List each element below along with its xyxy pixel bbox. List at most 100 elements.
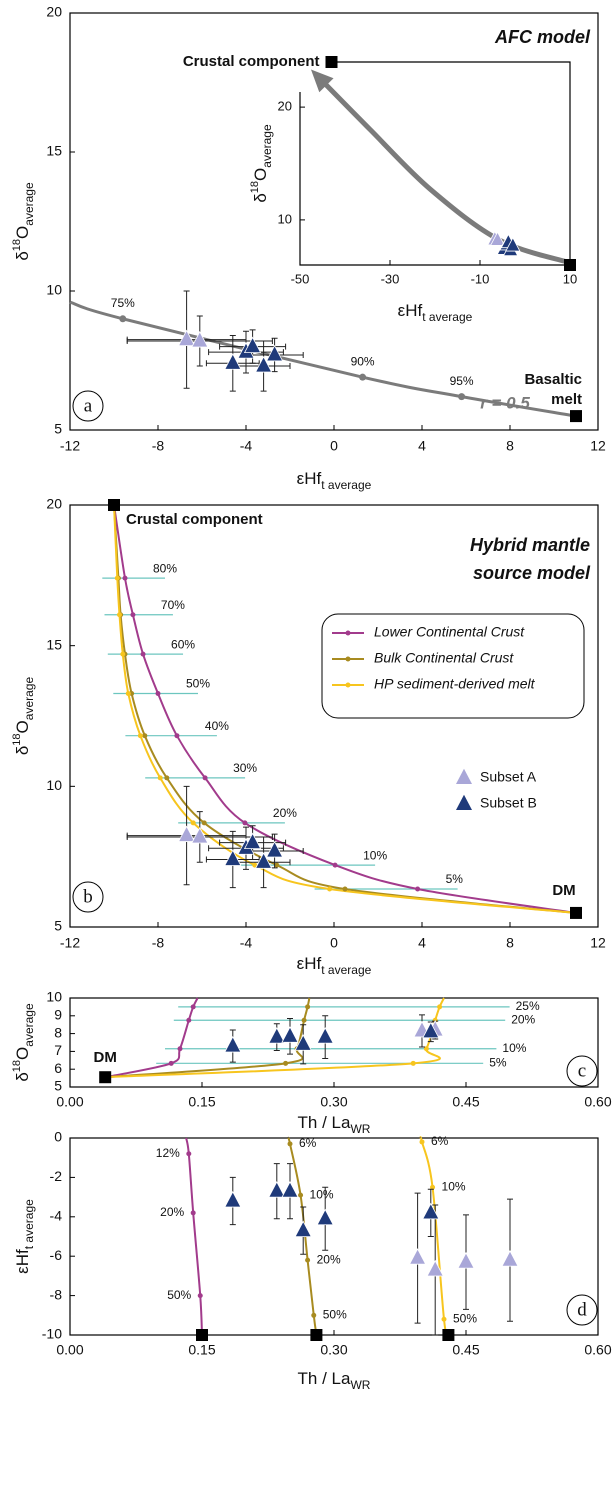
percent-label: 12% bbox=[156, 1146, 180, 1160]
mixing-tick bbox=[142, 733, 148, 739]
x-tick-label: -8 bbox=[152, 935, 165, 951]
endmember-label: Crustal component bbox=[183, 53, 320, 70]
x-tick-label: -12 bbox=[60, 935, 80, 951]
sample-triangle bbox=[191, 826, 209, 844]
percent-label: 30% bbox=[233, 761, 257, 775]
axis-label-part: WR bbox=[350, 1378, 370, 1392]
x-tick-label: 0 bbox=[330, 935, 338, 951]
axis-label-part: t average bbox=[422, 310, 472, 324]
y-tick-label: 20 bbox=[46, 496, 62, 512]
y-tick-label: 5 bbox=[54, 1078, 62, 1094]
mixing-tick bbox=[415, 886, 421, 892]
x-tick-label: -12 bbox=[60, 438, 80, 454]
mixing-tick bbox=[311, 1312, 317, 1318]
sample-triangle bbox=[177, 825, 196, 842]
sample-triangle bbox=[316, 1027, 334, 1044]
x-tick-label: 0.00 bbox=[56, 1342, 83, 1358]
mixing-tick bbox=[177, 1046, 183, 1052]
y-tick-label: 10 bbox=[278, 211, 292, 226]
percent-label: 50% bbox=[453, 1311, 477, 1325]
mixing-tick bbox=[287, 1141, 293, 1147]
mixing-tick bbox=[437, 1004, 443, 1010]
axis-label-part: O bbox=[13, 1047, 32, 1060]
sample-triangle bbox=[281, 1181, 299, 1198]
mixing-tick bbox=[441, 1316, 447, 1322]
mixing-tick bbox=[301, 1017, 307, 1023]
endmember-label: Basaltic bbox=[524, 371, 582, 388]
y-tick-label: 20 bbox=[278, 99, 292, 114]
panel-note: r = 0.5 bbox=[480, 393, 530, 412]
mixing-tick bbox=[190, 820, 196, 826]
axis-label-part: δ bbox=[13, 746, 32, 755]
panel-badge bbox=[72, 881, 104, 913]
y-axis-label: δ18Oaverage bbox=[11, 1003, 36, 1082]
y-tick-label: 15 bbox=[46, 636, 62, 652]
panel-badge bbox=[72, 390, 104, 422]
mixing-tick bbox=[155, 690, 161, 696]
percent-label: 50% bbox=[186, 677, 210, 691]
legend-dot bbox=[345, 682, 351, 688]
legend-label: Subset B bbox=[480, 795, 537, 811]
y-tick-label: -2 bbox=[50, 1168, 63, 1184]
mixing-tick bbox=[186, 1151, 192, 1157]
percent-label: 20% bbox=[317, 1252, 341, 1266]
mixing-tick bbox=[305, 1004, 311, 1010]
sample-triangle bbox=[316, 1208, 334, 1226]
y-tick-label: -6 bbox=[50, 1247, 63, 1263]
percent-label: 25% bbox=[516, 999, 540, 1013]
mixing-curve bbox=[185, 1137, 203, 1336]
sample-triangle bbox=[426, 1259, 444, 1277]
mixing-tick bbox=[274, 862, 280, 868]
mixing-tick bbox=[114, 575, 120, 581]
sample-triangle bbox=[422, 1021, 440, 1039]
mixing-tick bbox=[125, 690, 131, 696]
mixing-tick bbox=[120, 651, 126, 657]
x-tick-label: 8 bbox=[506, 438, 514, 454]
legend-triangle bbox=[456, 768, 472, 784]
panel-label: b bbox=[83, 886, 93, 907]
inset-frame bbox=[299, 61, 571, 266]
percent-label: 75% bbox=[111, 296, 135, 310]
panel-title: Hybrid mantle bbox=[470, 535, 590, 555]
axis-label-part: Th / La bbox=[298, 1369, 351, 1388]
mixing-tick bbox=[283, 1060, 289, 1066]
x-tick-label: 0.45 bbox=[452, 1342, 479, 1358]
y-tick-label: -4 bbox=[50, 1208, 63, 1224]
y-tick-label: 0 bbox=[54, 1129, 62, 1145]
axis-label-part: εHf bbox=[13, 1249, 32, 1274]
axis-label-part: O bbox=[13, 226, 32, 239]
x-tick-label: -8 bbox=[152, 438, 165, 454]
y-tick-label: 5 bbox=[54, 918, 62, 934]
x-tick-label: 10 bbox=[563, 271, 577, 286]
y-axis-label: δ18Oaverage bbox=[11, 677, 36, 756]
mixing-tick bbox=[242, 820, 248, 826]
x-axis-label: Th / LaWR bbox=[298, 1113, 371, 1136]
sample-triangle bbox=[254, 852, 273, 869]
axis-label-part: 18 bbox=[11, 1060, 23, 1072]
sample-triangle bbox=[191, 330, 209, 348]
legend-box bbox=[321, 613, 585, 719]
y-tick-label: 5 bbox=[54, 421, 62, 437]
x-tick-label: -10 bbox=[471, 271, 490, 286]
x-tick-label: 12 bbox=[590, 935, 606, 951]
x-tick-label: 0.00 bbox=[56, 1094, 83, 1110]
percent-label: 50% bbox=[167, 1288, 191, 1302]
sample-triangle bbox=[268, 1181, 286, 1198]
x-axis-label: εHft average bbox=[398, 301, 473, 324]
percent-label: 80% bbox=[153, 561, 177, 575]
mixing-tick bbox=[410, 1060, 416, 1066]
percent-label: 95% bbox=[450, 374, 474, 388]
x-axis-label: Th / LaWR bbox=[298, 1369, 371, 1392]
plot-frame bbox=[69, 12, 599, 431]
axis-label-part: average bbox=[22, 1003, 36, 1047]
legend-label: Subset A bbox=[480, 769, 537, 785]
sample-triangle bbox=[422, 1202, 440, 1220]
x-tick-label: 0 bbox=[330, 438, 338, 454]
percent-label: 10% bbox=[363, 848, 387, 862]
mixing-tick bbox=[305, 1257, 311, 1263]
sample-triangle bbox=[294, 1220, 312, 1237]
mixing-tick bbox=[130, 612, 136, 618]
percent-label: 50% bbox=[323, 1307, 347, 1321]
endmember bbox=[442, 1329, 455, 1341]
